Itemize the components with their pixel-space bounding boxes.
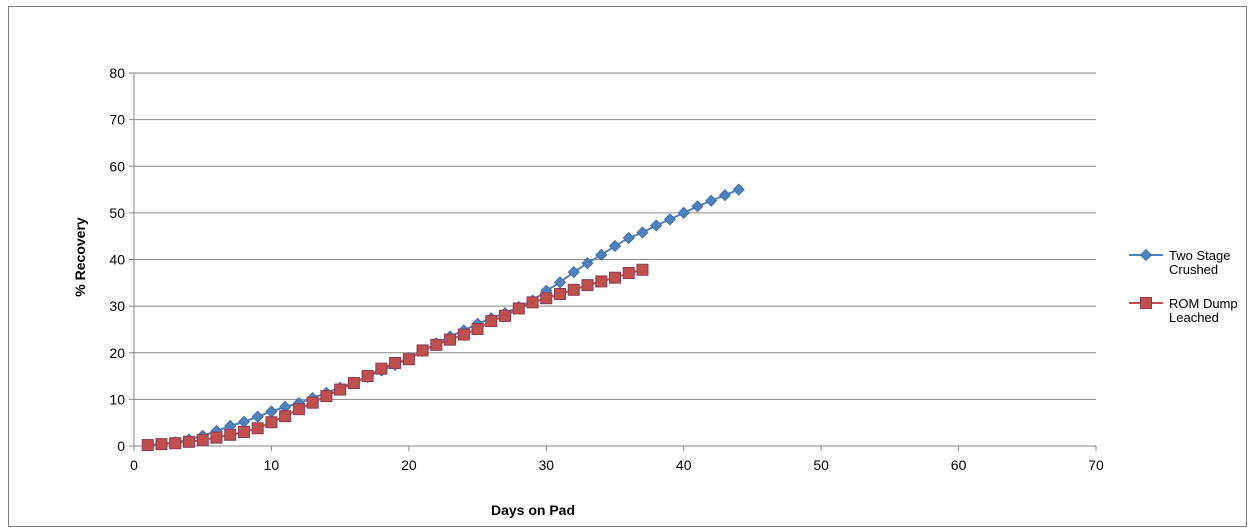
rom-dump-leached-point [224,428,237,441]
rom-dump-leached-point [210,431,223,444]
rom-dump-leached-point [609,271,621,284]
two-stage-crushed-point [608,239,622,253]
x-tick-label: 10 [264,457,280,473]
line-chart: 0 10 20 30 40 50 60 70 80 0 10 20 30 40 50 60 70 Days o… [72,65,1238,518]
rom-dump-leached-point [499,309,512,322]
rom-dump-leached-point [292,403,305,416]
two-stage-crushed-point [553,276,567,289]
rom-dump-leached-point [554,288,567,301]
two-stage-crushed-point [636,226,649,239]
y-tick-label: 70 [109,112,125,128]
rom-dump-leached-point [361,370,374,383]
rom-dump-leached-point [471,322,484,335]
legend-label: Leached [1169,310,1219,325]
two-stage-crushed-point [622,231,635,245]
x-tick-label: 60 [951,457,967,473]
rom-dump-leached-point [347,377,360,390]
rom-dump-leached-point [169,437,182,450]
y-tick-label: 30 [109,298,125,314]
rom-dump-leached-point [540,292,553,305]
y-axis-title: % Recovery [72,217,88,297]
x-axis-title: Days on Pad [491,502,575,518]
rom-dump-leached-point [416,344,429,357]
rom-dump-leached-point [279,410,292,423]
two-stage-crushed-point [663,213,677,226]
two-stage-crushed-point [595,248,608,261]
gridlines [134,72,1096,400]
rom-dump-leached-point [512,302,525,315]
rom-dump-leached-point [306,396,319,409]
x-tick-label: 40 [676,457,692,473]
x-tick-label: 30 [538,457,554,473]
two-stage-crushed-point [705,194,718,207]
legend-two-stage-crushed-point [1139,248,1153,262]
y-tick-label: 50 [109,205,125,221]
rom-dump-leached-point [581,279,594,292]
series [141,183,745,452]
rom-dump-leached-point [430,338,443,351]
rom-dump-leached-point [320,390,333,403]
rom-dump-leached-point [567,283,580,296]
y-tick-label: 20 [109,345,125,361]
rom-dump-leached-point [334,383,347,396]
rom-dump-leached-point [196,433,209,446]
y-tick-label: 10 [109,391,125,407]
rom-dump-leached-point [182,435,195,448]
y-tick-labels: 0 10 20 30 40 50 60 70 80 [109,65,125,454]
x-tick-label: 70 [1088,457,1104,473]
two-stage-crushed-point [251,410,264,423]
two-stage-crushed-point [265,405,278,418]
rom-dump-leached-point [251,422,264,435]
x-tick-label: 50 [813,457,829,473]
two-stage-crushed-point [567,266,580,279]
two-stage-crushed-point [581,257,594,270]
y-tick-label: 60 [109,158,125,174]
two-stage-crushed-point [732,183,745,196]
rom-dump-leached-point [265,416,278,429]
chart-area: 0 10 20 30 40 50 60 70 80 0 10 20 30 40 50 60 70 Days o… [8,6,1247,527]
rom-dump-leached-series [141,263,649,452]
two-stage-crushed-line [147,188,740,447]
legend-label: Two Stage [1169,248,1230,263]
rom-dump-leached-point [389,357,402,370]
x-tick-labels: 0 10 20 30 40 50 60 70 [130,457,1104,473]
two-stage-crushed-point [718,189,732,202]
rom-dump-leached-point [636,263,649,276]
legend-rom-dump-leached-point [1140,297,1152,309]
two-stage-crushed-point [691,200,704,213]
rom-dump-leached-point [622,267,635,280]
rom-dump-leached-point [485,315,498,328]
rom-dump-leached-point [402,353,415,366]
two-stage-crushed-point [237,415,251,428]
rom-dump-leached-point [444,333,457,346]
rom-dump-leached-point [595,275,608,288]
rom-dump-leached-point [141,439,154,452]
two-stage-crushed-series [141,183,745,452]
axes [129,72,1097,451]
y-tick-label: 0 [117,438,125,454]
legend-label: Crushed [1169,262,1218,277]
y-tick-label: 40 [109,252,125,268]
rom-dump-leached-point [237,426,250,439]
legend-label: ROM Dump [1169,296,1238,311]
rom-dump-leached-point [457,328,470,341]
x-tick-label: 0 [130,457,138,473]
two-stage-crushed-point [677,206,690,219]
x-tick-label: 20 [401,457,417,473]
rom-dump-leached-point [526,296,539,309]
two-stage-crushed-point [650,219,663,232]
rom-dump-leached-point [155,438,168,451]
y-tick-label: 80 [109,65,125,81]
rom-dump-leached-point [375,362,388,375]
